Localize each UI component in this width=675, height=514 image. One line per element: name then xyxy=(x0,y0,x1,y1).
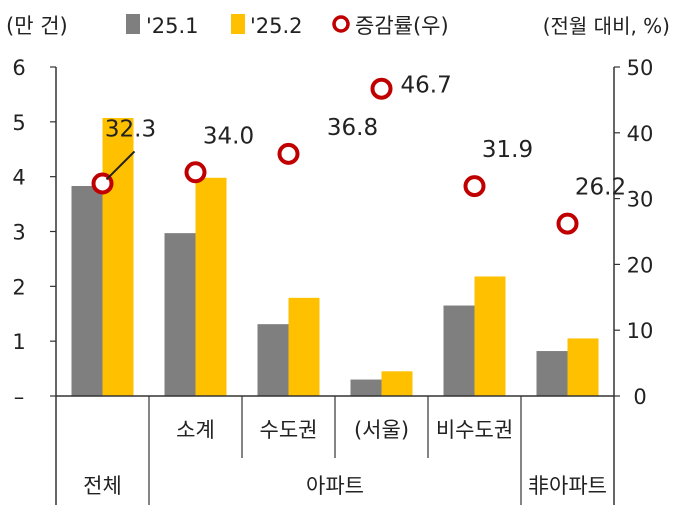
category-label: (서울) xyxy=(354,418,409,442)
legend-swatch-2502 xyxy=(231,14,245,34)
right-tick-label: 0 xyxy=(633,385,646,409)
bar-2501 xyxy=(71,185,103,396)
group-label: 전체 xyxy=(83,474,122,498)
growth-markers: 32.3 34.0 36.8 46.7 31.9 26.2 xyxy=(91,73,626,235)
growth-marker xyxy=(556,212,579,235)
bar-2502 xyxy=(288,297,320,396)
left-tick-label: 1 xyxy=(12,330,25,354)
bar-2501 xyxy=(164,233,196,396)
growth-leader-line xyxy=(105,150,136,181)
bar-2501 xyxy=(443,305,475,396)
legend-label-2502: '25.2 xyxy=(250,14,303,38)
growth-value-label: 34.0 xyxy=(203,123,254,149)
group-label: 非아파트 xyxy=(528,474,607,498)
growth-value-label: 31.9 xyxy=(482,137,533,163)
growth-value-label: 36.8 xyxy=(327,115,378,141)
growth-value-label: 26.2 xyxy=(575,175,626,201)
growth-value-label: 46.7 xyxy=(401,73,452,99)
axis-ticks: – 1 2 3 4 5 6 0 10 20 30 40 50 xyxy=(12,56,653,409)
bars xyxy=(71,117,599,397)
left-tick-label: – xyxy=(14,385,25,409)
right-unit-label: (전월 대비, %) xyxy=(543,14,670,38)
left-tick-label: 3 xyxy=(12,221,25,245)
growth-marker xyxy=(277,142,300,165)
left-tick-label: 2 xyxy=(12,275,25,299)
legend-swatch-2501 xyxy=(126,14,140,34)
growth-marker xyxy=(370,77,393,100)
left-unit-label: (만 건) xyxy=(6,14,68,38)
category-label: 소계 xyxy=(176,418,215,442)
bar-2502 xyxy=(195,177,227,396)
bar-2501 xyxy=(350,379,382,396)
legend-label-2501: '25.1 xyxy=(146,14,199,38)
right-tick-label: 40 xyxy=(627,122,654,146)
right-tick-label: 20 xyxy=(627,253,654,277)
category-label: 수도권 xyxy=(260,418,318,442)
group-label: 아파트 xyxy=(306,474,364,498)
category-label: 비수도권 xyxy=(436,418,513,442)
bar-2502 xyxy=(567,338,599,396)
bar-2502 xyxy=(381,371,413,396)
left-tick-label: 4 xyxy=(12,166,25,190)
legend-label-growth: 증감률(우) xyxy=(355,14,449,38)
growth-marker xyxy=(184,161,207,184)
right-tick-label: 50 xyxy=(627,56,654,80)
legend-marker-growth xyxy=(332,15,350,33)
growth-marker xyxy=(463,175,486,198)
left-tick-label: 6 xyxy=(12,56,25,80)
growth-value-label: 32.3 xyxy=(105,116,156,142)
right-tick-label: 30 xyxy=(627,188,654,212)
left-tick-label: 5 xyxy=(12,111,25,135)
bar-2502 xyxy=(474,276,506,396)
bar-2501 xyxy=(257,324,289,396)
bar-2502 xyxy=(102,117,134,397)
bar-2501 xyxy=(536,351,568,396)
axes xyxy=(55,67,615,505)
right-tick-label: 10 xyxy=(627,319,654,343)
